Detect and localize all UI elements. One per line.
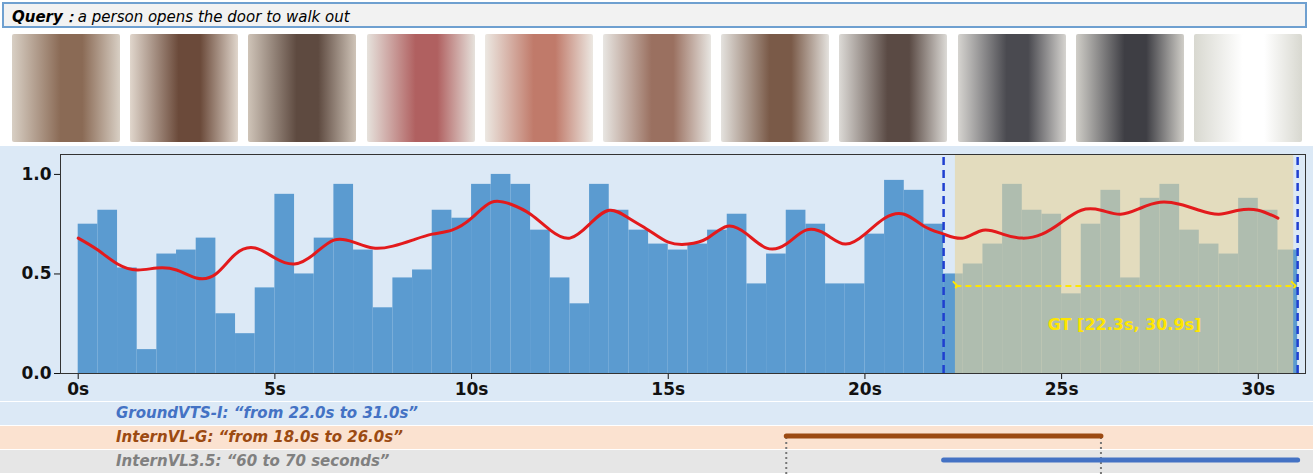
svg-text:15s: 15s <box>651 379 685 399</box>
html-text:InternVL-G: “from 18.0s to 26.: InternVL-G: “from 18.0s to 26.0s” <box>116 428 403 446</box>
svg-text:0.5: 0.5 <box>21 263 51 283</box>
svg-text:20s: 20s <box>848 379 882 399</box>
html-text:Query：a person opens the door: Query：a person opens the door to walk ou… <box>12 8 350 26</box>
svg-text:GT [22.3s, 30.9s]: GT [22.3s, 30.9s] <box>1048 315 1202 334</box>
html-text:InternVL3.5: “60 to 70 seconds: InternVL3.5: “60 to 70 seconds” <box>116 452 390 470</box>
svg-text:1.0: 1.0 <box>21 164 51 184</box>
svg-text:30s: 30s <box>1241 379 1275 399</box>
svg-text:0s: 0s <box>67 379 89 399</box>
svg-text:10s: 10s <box>455 379 489 399</box>
svg-text:5s: 5s <box>264 379 286 399</box>
svg-text:25s: 25s <box>1045 379 1079 399</box>
html-text:GroundVTS-I: “from 22.0s to 31: GroundVTS-I: “from 22.0s to 31.0s” <box>116 404 418 422</box>
svg-text:0.0: 0.0 <box>21 363 51 383</box>
